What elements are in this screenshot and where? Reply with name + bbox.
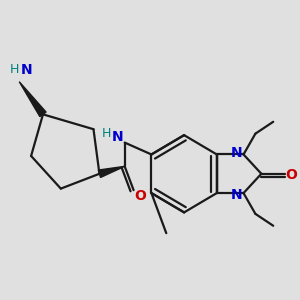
Polygon shape: [98, 166, 125, 178]
Text: O: O: [285, 168, 297, 182]
Text: N: N: [230, 188, 242, 202]
Text: N: N: [111, 130, 123, 144]
Text: H: H: [102, 127, 112, 140]
Text: O: O: [134, 189, 146, 203]
Text: N: N: [21, 63, 32, 77]
Polygon shape: [19, 82, 46, 117]
Text: H: H: [10, 63, 20, 76]
Text: N: N: [230, 146, 242, 160]
